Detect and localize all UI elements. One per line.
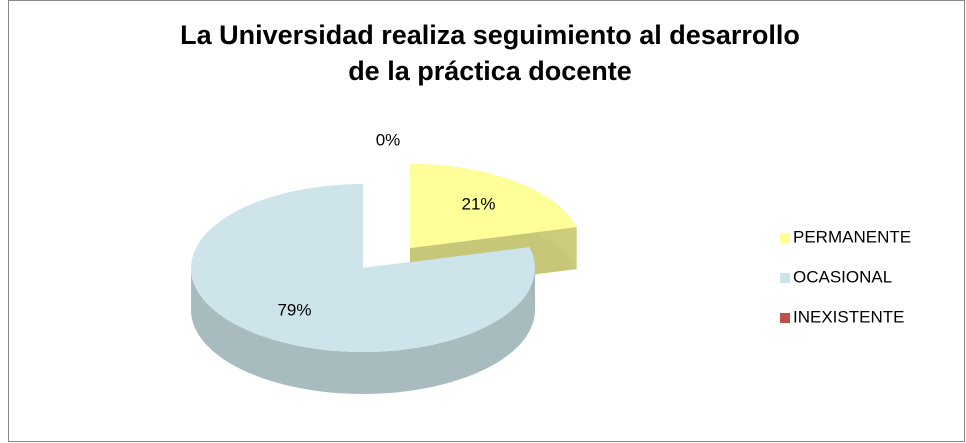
legend-swatch bbox=[780, 273, 790, 283]
legend-swatch bbox=[780, 313, 790, 323]
pie: 21% 79% 0% bbox=[191, 131, 577, 394]
legend-label: OCASIONAL bbox=[793, 267, 892, 286]
chart-title: de la práctica docente bbox=[348, 56, 632, 86]
legend: PERMANENTE OCASIONAL INEXISTENTE bbox=[780, 227, 911, 326]
legend-label: PERMANENTE bbox=[793, 227, 911, 246]
legend-label: INEXISTENTE bbox=[793, 307, 904, 326]
data-label: 0% bbox=[376, 131, 401, 150]
data-label: 79% bbox=[277, 301, 311, 320]
slice-top bbox=[410, 164, 577, 248]
slice-side bbox=[191, 268, 535, 394]
slice-top bbox=[191, 184, 535, 352]
legend-swatch bbox=[780, 233, 790, 243]
data-label: 21% bbox=[462, 194, 496, 213]
slice bbox=[191, 184, 535, 394]
chart-title: La Universidad realiza seguimiento al de… bbox=[180, 20, 800, 50]
